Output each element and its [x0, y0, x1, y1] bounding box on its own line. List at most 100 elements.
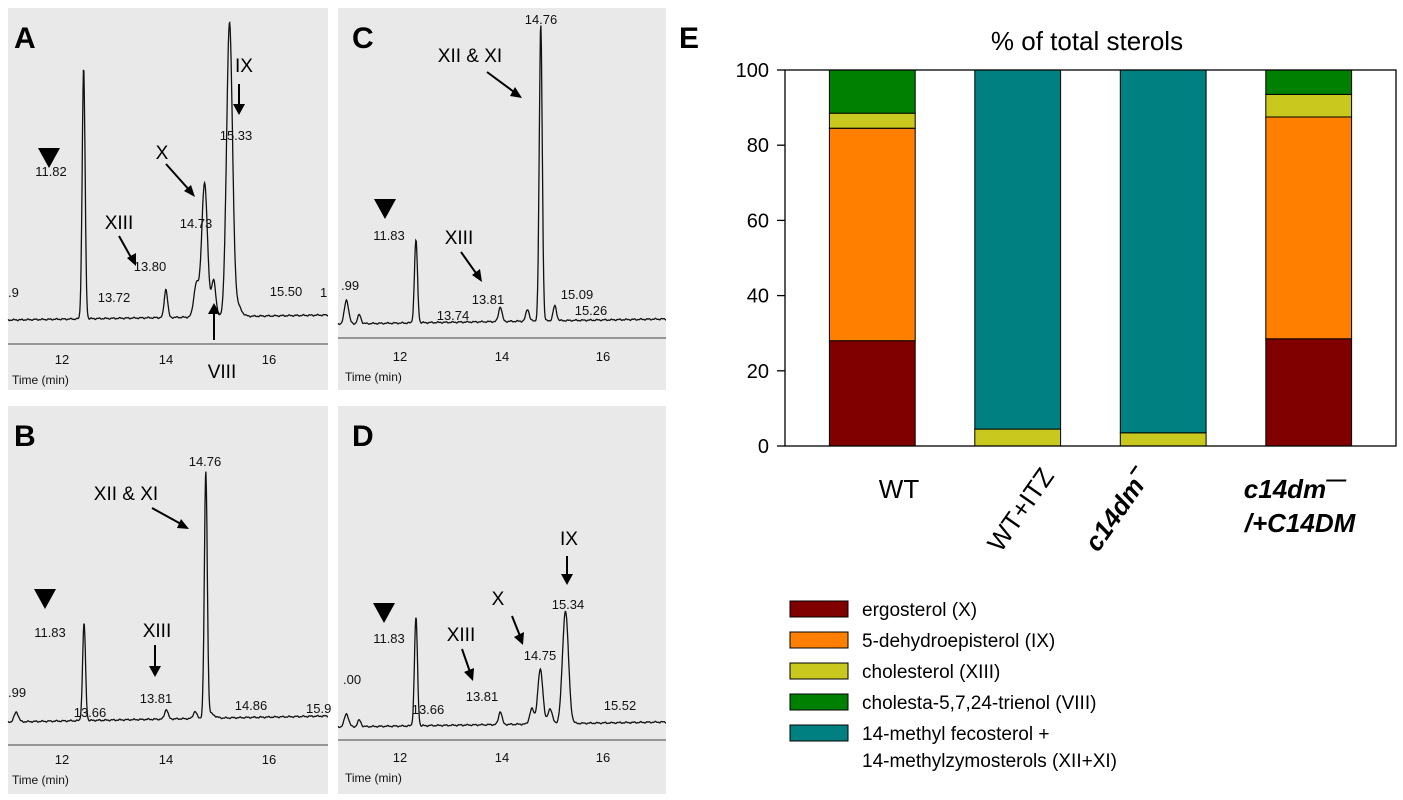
legend-swatch — [789, 693, 849, 711]
x-tick-label: 14 — [159, 352, 173, 367]
annotation-arrow-line — [165, 163, 192, 193]
chromatogram-panel-d: D 12 14 16 Time (min) .00 11.83 13.66 13… — [337, 406, 666, 794]
chromatogram-b-xlabel: Time (min) — [12, 773, 69, 787]
x-left-cut-label: .99 — [341, 278, 359, 293]
x-tick-label: 16 — [262, 352, 276, 367]
legend-label: cholesta-5,7,24-trienol (VIII) — [862, 693, 1096, 714]
peak-label: 14.76 — [189, 454, 222, 469]
arrowhead-icon — [510, 87, 522, 98]
peak-label: 15.34 — [552, 597, 585, 612]
chromatogram-panel-a: A 12 14 16 Time (min) .9 1 11.82 13.72 1… — [7, 8, 328, 390]
x-axis-categories: WT WT+ITZ c14dm− c14dm— /+C14DM — [879, 459, 1357, 557]
compound-annotation: XIII — [143, 621, 172, 642]
compound-annotation: XIII — [105, 213, 134, 234]
annotation-arrow-line — [486, 71, 515, 93]
chromatogram-panel-b: B 12 14 16 Time (min) .99 15.9 11.83 13.… — [7, 406, 331, 794]
peak-label: 11.82 — [35, 164, 67, 179]
bar-stacks — [828, 69, 1353, 447]
peak-label: 14.86 — [235, 698, 268, 713]
x-left-cut-label: .99 — [8, 685, 26, 700]
chromatogram-a-background — [8, 8, 328, 390]
compound-annotation: X — [492, 589, 505, 610]
x-right-cut-label: 15.9 — [306, 701, 331, 716]
peak-label: 13.66 — [412, 702, 445, 717]
legend-label: 5-dehydroepisterol (IX) — [862, 631, 1055, 652]
x-tick-label: 14 — [495, 750, 509, 765]
x-left-cut-label: .9 — [8, 285, 19, 300]
bar-segment — [828, 127, 916, 342]
panel-label-c: C — [352, 22, 374, 55]
y-tick-label: 60 — [747, 210, 769, 232]
y-tick-label: 40 — [747, 286, 769, 308]
bar-segment — [1265, 69, 1353, 95]
bar-segment — [974, 69, 1062, 430]
legend-swatch — [789, 662, 849, 680]
peak-label: 15.50 — [270, 284, 303, 299]
peak-label: 13.66 — [74, 705, 107, 720]
internal-standard-marker-icon — [373, 603, 395, 623]
bar-segment — [1119, 69, 1207, 434]
legend-label-line2: 14-methylzymosterols (XII+XI) — [862, 751, 1117, 772]
annotation-arrow-line — [460, 251, 479, 277]
bar-segment — [1265, 338, 1353, 447]
annotation-arrow-line — [151, 507, 182, 525]
chromatogram-d-trace — [337, 610, 666, 729]
peak-label: 13.81 — [466, 689, 499, 704]
compound-annotation: XII & XI — [438, 46, 502, 67]
compound-annotation: X — [156, 143, 169, 164]
x-tick-label: 14 — [159, 752, 173, 767]
chromatogram-d-background — [338, 406, 666, 794]
compound-annotation: XIII — [445, 228, 474, 249]
chromatogram-b-trace — [7, 471, 328, 724]
annotation-arrow-line — [511, 615, 521, 637]
chromatogram-a-trace — [7, 20, 328, 322]
internal-standard-marker-icon — [34, 589, 56, 609]
panel-label-e: E — [679, 22, 699, 55]
x-right-cut-label: 1 — [320, 285, 327, 300]
chromatogram-c-xlabel: Time (min) — [345, 370, 402, 384]
x-tick-label: 14 — [495, 349, 509, 364]
arrowhead-icon — [127, 253, 136, 266]
bar-segment — [1265, 116, 1353, 340]
bar-segment — [828, 340, 916, 447]
category-label: c14dm− — [1074, 459, 1157, 556]
panel-label-a: A — [14, 22, 36, 55]
chromatogram-a-ticks: 12 14 16 — [55, 352, 276, 367]
chromatogram-c-ticks: 12 14 16 — [393, 349, 610, 364]
arrowhead-icon — [208, 303, 220, 314]
chromatogram-b-ticks: 12 14 16 — [55, 752, 276, 767]
bar-segment — [828, 69, 916, 114]
x-tick-label: 12 — [393, 349, 407, 364]
legend-label: ergosterol (X) — [862, 600, 977, 621]
y-axis: 0 20 40 60 80 100 — [736, 60, 785, 458]
x-tick-label: 12 — [55, 352, 69, 367]
arrowhead-icon — [472, 269, 482, 282]
peak-label: 15.26 — [575, 303, 608, 318]
legend-label: cholesterol (XIII) — [862, 662, 1000, 683]
peak-label: 13.81 — [140, 691, 173, 706]
arrowhead-icon — [149, 666, 161, 677]
plot-frame — [784, 69, 1397, 447]
x-tick-label: 16 — [262, 752, 276, 767]
chromatogram-b-background — [8, 406, 328, 794]
peak-label: 13.72 — [98, 290, 131, 305]
peak-label: 13.80 — [134, 259, 167, 274]
category-label-line2: /+C14DM — [1244, 508, 1357, 538]
chromatogram-d-ticks: 12 14 16 — [393, 750, 610, 765]
arrowhead-icon — [514, 632, 524, 645]
compound-annotation: IX — [560, 529, 578, 550]
sterol-bar-panel: E % of total sterols 0 20 40 60 80 100 WT WT+… — [679, 22, 1397, 772]
bar-segment — [974, 428, 1062, 447]
peak-label: 15.09 — [561, 287, 594, 302]
y-tick-label: 80 — [747, 135, 769, 157]
peak-label: 14.73 — [180, 216, 213, 231]
legend-swatch — [789, 724, 849, 742]
x-left-cut-label: .00 — [343, 672, 361, 687]
peak-label: 15.33 — [220, 128, 253, 143]
bar-segment — [1265, 93, 1353, 118]
compound-annotation: IX — [235, 56, 253, 77]
annotation-arrow-line — [461, 648, 471, 673]
compound-annotation: XIII — [447, 625, 476, 646]
arrowhead-icon — [233, 104, 245, 115]
